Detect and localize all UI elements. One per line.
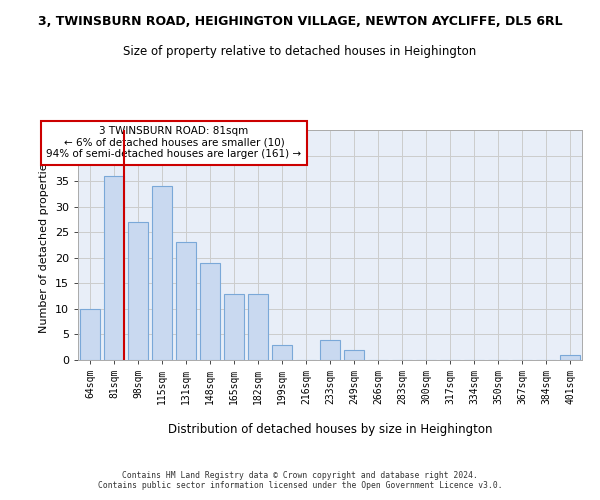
Text: Contains HM Land Registry data © Crown copyright and database right 2024.
Contai: Contains HM Land Registry data © Crown c… [98, 470, 502, 490]
Bar [128, 222, 148, 360]
Text: 3, TWINSBURN ROAD, HEIGHINGTON VILLAGE, NEWTON AYCLIFFE, DL5 6RL: 3, TWINSBURN ROAD, HEIGHINGTON VILLAGE, … [38, 15, 562, 28]
Bar [344, 350, 364, 360]
Text: Distribution of detached houses by size in Heighington: Distribution of detached houses by size … [168, 422, 492, 436]
Bar [272, 344, 292, 360]
Text: Size of property relative to detached houses in Heighington: Size of property relative to detached ho… [124, 45, 476, 58]
Bar [248, 294, 268, 360]
Bar [80, 309, 100, 360]
Bar [176, 242, 196, 360]
Bar [560, 355, 580, 360]
Bar [320, 340, 340, 360]
Y-axis label: Number of detached properties: Number of detached properties [39, 158, 49, 332]
Text: 3 TWINSBURN ROAD: 81sqm
← 6% of detached houses are smaller (10)
94% of semi-det: 3 TWINSBURN ROAD: 81sqm ← 6% of detached… [46, 126, 302, 160]
Bar [152, 186, 172, 360]
Bar [224, 294, 244, 360]
Bar [200, 263, 220, 360]
Bar [104, 176, 124, 360]
